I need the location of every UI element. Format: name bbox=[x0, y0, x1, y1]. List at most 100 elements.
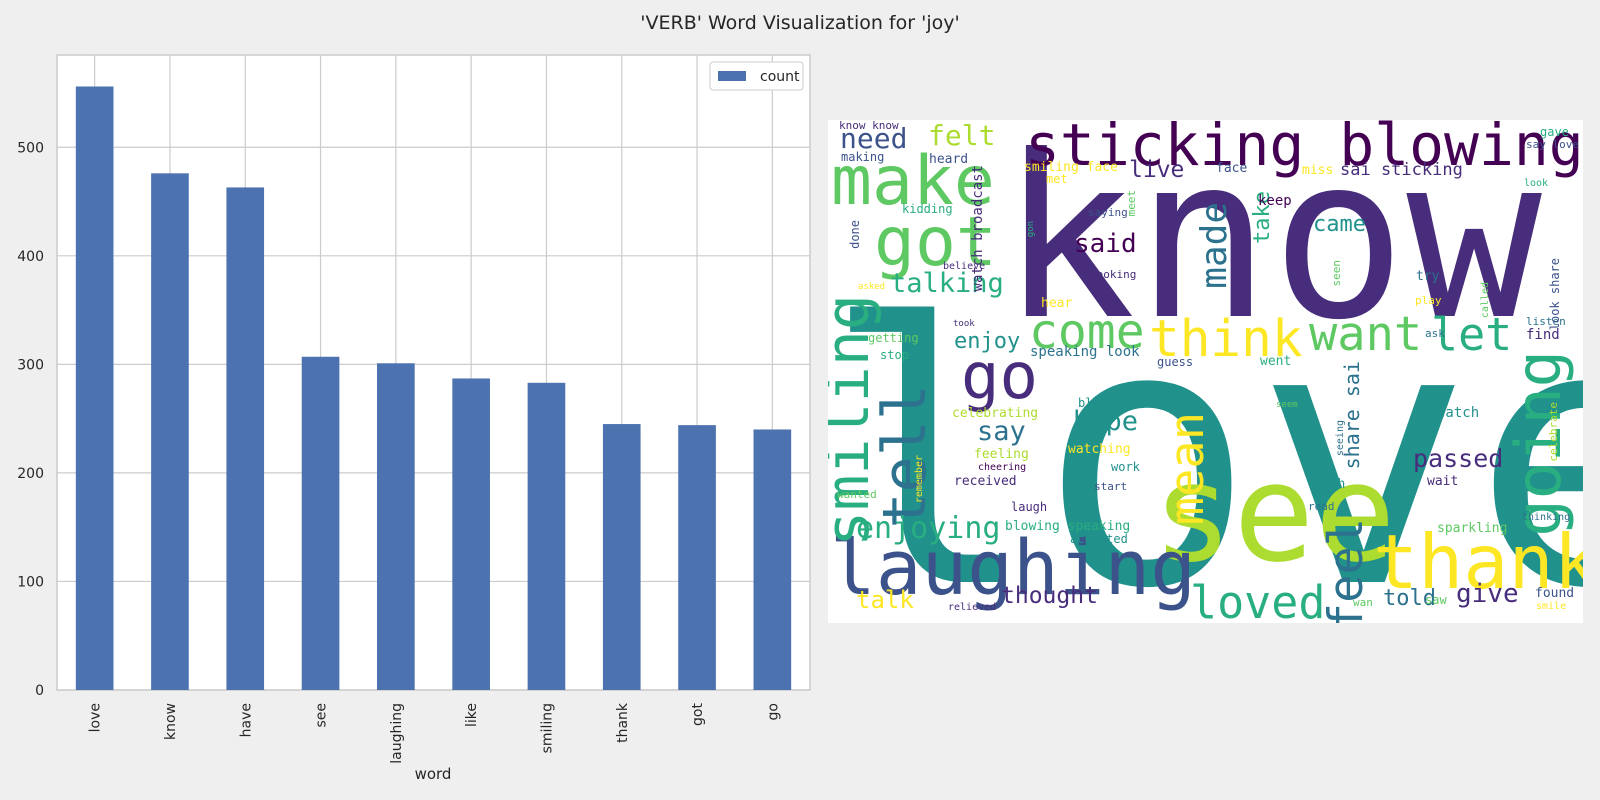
word-cloud-word: read bbox=[1308, 500, 1335, 513]
word-cloud-word: gon bbox=[1026, 221, 1036, 237]
word-cloud-word: seeing bbox=[1335, 420, 1346, 456]
word-cloud-word: look share bbox=[1548, 258, 1562, 330]
word-cloud-word: accepted bbox=[1070, 532, 1128, 546]
word-cloud-word: find bbox=[1526, 327, 1560, 343]
x-tick-label: got bbox=[690, 703, 706, 726]
word-cloud-word: made bbox=[1194, 202, 1235, 289]
bar-see bbox=[301, 356, 340, 690]
word-cloud-word: found bbox=[1535, 586, 1574, 601]
word-cloud-word: thinking bbox=[1522, 512, 1570, 523]
word-cloud-word: keep bbox=[1258, 193, 1292, 209]
word-cloud-word: love bbox=[828, 248, 1583, 623]
word-cloud-word: loved bbox=[1190, 576, 1325, 623]
y-tick-label: 300 bbox=[17, 357, 44, 373]
word-cloud-word: looking bbox=[1090, 268, 1136, 281]
bar-go bbox=[753, 429, 792, 690]
word-cloud-word: wait bbox=[1427, 474, 1458, 489]
word-cloud-word: talking bbox=[890, 268, 1004, 299]
bar-love bbox=[75, 86, 114, 690]
word-cloud-word: start bbox=[1094, 480, 1127, 493]
bar-have bbox=[226, 187, 265, 690]
x-tick-label: like bbox=[464, 703, 480, 727]
word-cloud-word: feeling bbox=[974, 447, 1029, 462]
legend-box bbox=[709, 61, 804, 91]
word-cloud-word: think bbox=[1149, 310, 1303, 369]
y-tick-label: 200 bbox=[17, 466, 44, 482]
word-cloud-word: ask bbox=[1425, 327, 1445, 340]
y-tick-label: 500 bbox=[17, 140, 44, 156]
word-cloud-word: thought bbox=[1001, 583, 1098, 609]
word-cloud-word: smile bbox=[1536, 601, 1566, 612]
word-cloud-word: came bbox=[1313, 212, 1366, 237]
word-cloud-word: share sai bbox=[1340, 361, 1364, 469]
x-tick-label: love bbox=[88, 703, 104, 732]
word-cloud-word: cheering bbox=[978, 462, 1026, 473]
word-cloud-word: saying bbox=[1088, 206, 1128, 219]
word-cloud-word: know know bbox=[839, 120, 899, 132]
legend-label: count bbox=[760, 69, 800, 85]
word-cloud-word: listen bbox=[1526, 315, 1566, 328]
word-cloud-word: wan bbox=[1353, 596, 1373, 609]
word-cloud-word: passed bbox=[1413, 444, 1503, 473]
x-tick-label: go bbox=[765, 703, 781, 720]
word-cloud-word: blowing speaking bbox=[1005, 519, 1130, 534]
x-tick-label: laughing bbox=[389, 703, 405, 764]
word-cloud-word: sai sticking bbox=[1340, 160, 1463, 180]
x-axis-label: word bbox=[415, 765, 452, 783]
word-cloud-word: kidding bbox=[902, 202, 953, 216]
word-cloud-word: sparkling bbox=[1437, 521, 1507, 536]
word-cloud-word: watch bbox=[1437, 405, 1479, 421]
word-cloud-word: went bbox=[1260, 354, 1291, 369]
word-cloud-word: go bbox=[961, 340, 1038, 414]
bar-like bbox=[452, 378, 490, 690]
x-tick-label: have bbox=[238, 703, 254, 737]
word-cloud-word: need bbox=[840, 122, 907, 155]
word-cloud-word: watch broadcast bbox=[970, 165, 986, 291]
legend-swatch bbox=[718, 71, 746, 81]
legend: count bbox=[709, 61, 804, 91]
word-cloud-word: asked bbox=[858, 282, 885, 292]
bars bbox=[75, 86, 792, 691]
word-cloud-word: blessed bbox=[1078, 396, 1129, 410]
word-cloud: love know see sticking blowing laughing thank… bbox=[828, 120, 1583, 623]
word-cloud-word: remember bbox=[914, 455, 925, 503]
word-cloud-word: enjoy bbox=[954, 329, 1020, 354]
word-cloud-word: smiling bbox=[828, 294, 883, 547]
word-cloud-word: laughing bbox=[830, 523, 1196, 612]
word-cloud-word: seen bbox=[1330, 260, 1343, 287]
word-cloud-word: took bbox=[953, 319, 975, 329]
word-cloud-word: look bbox=[1524, 178, 1548, 189]
word-cloud-word: guess bbox=[1157, 355, 1193, 369]
bar-got bbox=[678, 425, 716, 690]
word-cloud-word: try bbox=[1416, 269, 1440, 284]
word-cloud-word: wish bbox=[1314, 477, 1345, 492]
word-cloud-word: celebrate bbox=[1547, 402, 1560, 462]
y-ticks: 0 100 200 300 400 500 bbox=[17, 140, 44, 699]
word-cloud-word: saw bbox=[1425, 593, 1447, 607]
word-cloud-word: give bbox=[1456, 579, 1519, 609]
word-cloud-word: seem bbox=[1276, 400, 1298, 410]
word-cloud-word: say love bbox=[1526, 138, 1579, 151]
word-cloud-word: wanted bbox=[837, 488, 877, 501]
word-cloud-word: met bbox=[1046, 172, 1068, 186]
bar-laughing bbox=[377, 363, 415, 690]
word-cloud-word: believe bbox=[943, 261, 985, 272]
y-tick-label: 400 bbox=[17, 249, 44, 265]
word-cloud-word: laugh bbox=[1011, 500, 1047, 514]
word-cloud-word: make bbox=[831, 142, 995, 221]
word-cloud-word: stop bbox=[880, 348, 909, 362]
word-cloud-word: let bbox=[1431, 308, 1512, 361]
word-cloud-word: relieved bbox=[948, 602, 996, 613]
word-cloud-word: told bbox=[1383, 586, 1436, 611]
word-cloud-word: done bbox=[848, 220, 862, 249]
figure-title: 'VERB' Word Visualization for 'joy' bbox=[640, 12, 960, 34]
x-tick-label: smiling bbox=[539, 703, 555, 753]
word-cloud-word: feel bbox=[1319, 518, 1374, 623]
word-cloud-word: thank bbox=[1373, 518, 1583, 606]
word-cloud-word: talk bbox=[856, 586, 914, 614]
word-cloud-word: miss bbox=[1302, 163, 1333, 178]
word-cloud-word: come bbox=[1029, 304, 1145, 360]
word-cloud-word: making bbox=[841, 150, 884, 164]
word-cloud-word: want bbox=[1309, 307, 1422, 362]
